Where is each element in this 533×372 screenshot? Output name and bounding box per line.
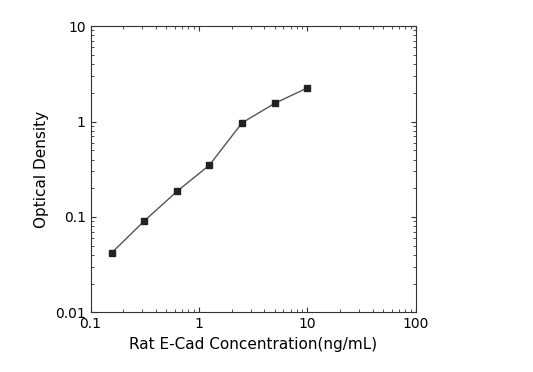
X-axis label: Rat E-Cad Concentration(ng/mL): Rat E-Cad Concentration(ng/mL)	[129, 337, 377, 352]
Y-axis label: Optical Density: Optical Density	[35, 111, 50, 228]
